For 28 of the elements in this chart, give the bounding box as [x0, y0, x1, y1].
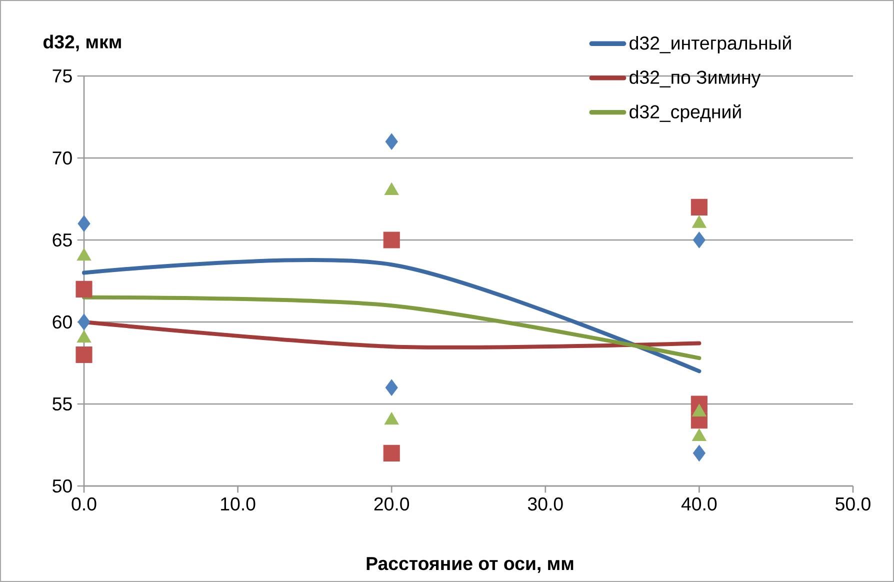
x-tick-label: 10.0 — [221, 497, 256, 511]
point — [385, 379, 398, 396]
y-tick-label: 60 — [52, 315, 72, 329]
point — [76, 346, 92, 364]
x-axis-title: Расстояние от оси, мм — [366, 557, 574, 573]
y-tick-label: 50 — [52, 479, 72, 493]
point — [692, 444, 706, 462]
x-tick-label: 40.0 — [681, 497, 717, 511]
point — [690, 198, 708, 216]
point — [385, 133, 398, 150]
y-tick-label: 65 — [52, 233, 72, 247]
y-axis-title: d32, мкм — [43, 34, 121, 52]
point — [76, 280, 92, 298]
x-tick-label: 20.0 — [374, 497, 410, 511]
y-tick-label: 75 — [52, 69, 72, 83]
point — [692, 232, 706, 248]
y-tick-label: 70 — [52, 151, 72, 165]
point — [78, 314, 90, 330]
x-tick-label: 50.0 — [836, 497, 870, 511]
legend-label: d32_по Зимину — [630, 70, 761, 88]
x-tick-label: 0.0 — [72, 497, 96, 511]
point — [383, 232, 400, 248]
x-tick-label: 30.0 — [528, 497, 563, 511]
point — [383, 444, 400, 462]
point — [78, 215, 90, 232]
legend-label: d32_интегральный — [630, 36, 791, 54]
legend-label: d32_средний — [630, 104, 741, 122]
y-tick-label: 55 — [52, 397, 72, 411]
